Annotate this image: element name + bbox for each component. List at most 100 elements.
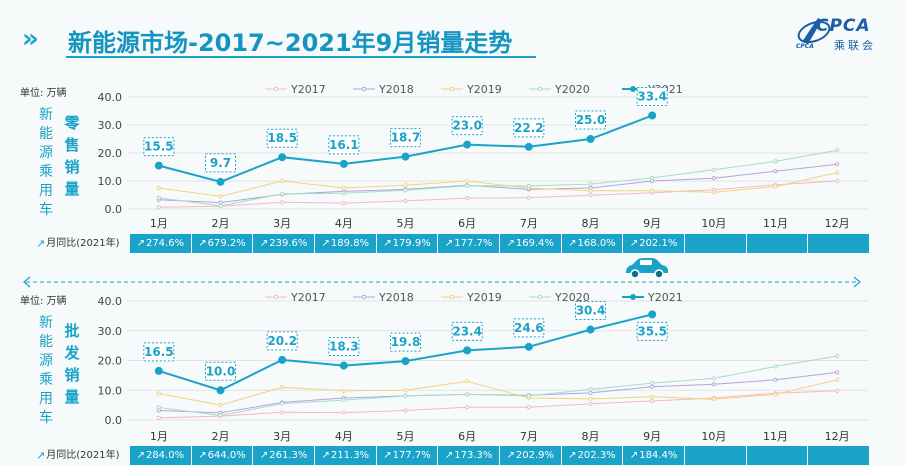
data-point-y2020 [280, 191, 285, 196]
x-tick-label: 1月 [150, 217, 168, 230]
x-tick-label: 5月 [397, 217, 415, 230]
yoy-value: 177.7% [454, 238, 493, 249]
x-tick-label: 12月 [825, 430, 850, 443]
yoy-value: 261.3% [269, 450, 308, 461]
data-point-y2020 [156, 405, 161, 410]
data-point-y2018 [711, 382, 716, 387]
legend-label: Y2019 [466, 83, 502, 96]
data-point-y2018 [773, 377, 778, 382]
trend-up-icon: ↗ [629, 238, 639, 249]
yoy-cell: ↗644.0% [191, 446, 253, 465]
x-tick-label: 4月 [335, 217, 353, 230]
legend-label: Y2020 [554, 83, 590, 96]
data-point-y2020 [156, 195, 161, 200]
yoy-cell: ↗679.2% [191, 234, 253, 253]
data-label-box [328, 337, 360, 357]
y-tick-label: 10.0 [98, 384, 123, 397]
data-point-y2019 [650, 394, 655, 399]
x-tick-label: 12月 [825, 217, 850, 230]
yoy-cell [684, 446, 746, 465]
data-point-y2019 [711, 190, 716, 195]
x-tick-label: 6月 [458, 217, 476, 230]
data-point-y2018 [835, 370, 840, 375]
trend-up-icon: ↗ [136, 450, 145, 461]
data-point-y2019 [773, 392, 778, 397]
yoy-cell [684, 234, 746, 253]
legend-label: Y2017 [290, 83, 326, 96]
x-tick-label: 9月 [643, 217, 661, 230]
data-point-y2020 [773, 364, 778, 369]
data-label: 18.3 [329, 340, 359, 354]
yoy-cell [808, 234, 869, 253]
data-label: 22.2 [514, 121, 544, 135]
data-label-box [636, 86, 668, 106]
trend-up-icon: ↗ [259, 238, 269, 249]
data-point-y2018 [650, 384, 655, 389]
data-label-box [390, 332, 421, 352]
trend-up-icon: ↗ [136, 238, 145, 249]
data-point-y2021 [648, 310, 657, 319]
yoy-cell: ↗184.4% [623, 446, 684, 465]
trend-up-icon: ↗ [506, 238, 515, 249]
logo-sub-text: CPCA [796, 43, 814, 50]
yoy-value: 189.8% [330, 238, 370, 249]
data-label: 9.7 [210, 156, 231, 170]
unit-label-wholesale: 单位: 万辆 [20, 296, 67, 307]
data-point-y2017 [403, 198, 408, 203]
data-point-y2019 [280, 178, 285, 184]
data-point-y2018 [588, 390, 593, 396]
trend-up-icon: ↗ [321, 450, 330, 461]
legend-marker [361, 86, 367, 92]
data-point-y2020 [835, 353, 840, 359]
cpca-logo: CPCA 乘联会 CPCA [792, 12, 882, 56]
data-point-y2020 [711, 167, 716, 172]
yoy-value: 239.6% [269, 238, 308, 249]
legend-marker [273, 86, 279, 92]
yoy-value: 274.6% [145, 238, 185, 249]
data-point-y2021 [401, 357, 410, 366]
data-point-y2021 [463, 346, 472, 355]
y-tick-label: 0.0 [105, 414, 123, 427]
data-label-box [575, 110, 606, 130]
x-tick-label: 10月 [701, 430, 726, 443]
yoy-cell: ↗274.6% [130, 234, 191, 253]
x-tick-label: 10月 [701, 217, 726, 230]
legend-label: Y2018 [378, 291, 414, 304]
legend-label: Y2019 [466, 291, 502, 304]
data-point-y2017 [835, 388, 840, 393]
data-point-y2021 [154, 161, 163, 170]
data-label-box [205, 153, 236, 173]
data-label: 18.7 [391, 131, 421, 145]
legend-label: Y2018 [378, 83, 414, 96]
legend-label: Y2021 [647, 291, 683, 304]
data-point-y2021 [401, 152, 410, 161]
data-point-y2021 [278, 153, 287, 162]
yoy-label-text: 月同比(2021年) [46, 238, 120, 249]
series-line-y2017 [158, 180, 838, 208]
trend-up-icon: ↗ [444, 450, 454, 461]
data-point-y2017 [465, 405, 470, 410]
yoy-row-wholesale: ↗ 月同比(2021年) ↗284.0% ↗644.0% ↗261.3% ↗211.3% ↗… [36, 446, 870, 465]
data-label-box [266, 128, 298, 148]
data-point-y2019 [341, 388, 346, 393]
legend-marker [537, 294, 543, 300]
data-label-box [575, 301, 606, 321]
data-label: 20.2 [267, 334, 297, 348]
x-tick-label: 11月 [763, 217, 788, 230]
data-point-y2021 [154, 366, 163, 375]
data-point-y2019 [588, 188, 593, 193]
car-icon [626, 258, 668, 279]
yoy-cell: ↗239.6% [253, 234, 314, 253]
data-label: 18.5 [267, 131, 297, 145]
data-point-y2020 [526, 393, 531, 399]
yoy-value: 679.2% [207, 238, 246, 249]
data-label-box [451, 116, 483, 136]
yoy-value: 211.3% [330, 450, 370, 461]
data-label-box [636, 321, 668, 341]
data-point-y2019 [835, 377, 840, 382]
data-point-y2020 [218, 203, 223, 209]
series-line-y2017 [158, 390, 838, 419]
data-label-box [328, 135, 360, 155]
yoy-value: 169.4% [515, 238, 555, 249]
data-point-y2017 [341, 201, 346, 206]
